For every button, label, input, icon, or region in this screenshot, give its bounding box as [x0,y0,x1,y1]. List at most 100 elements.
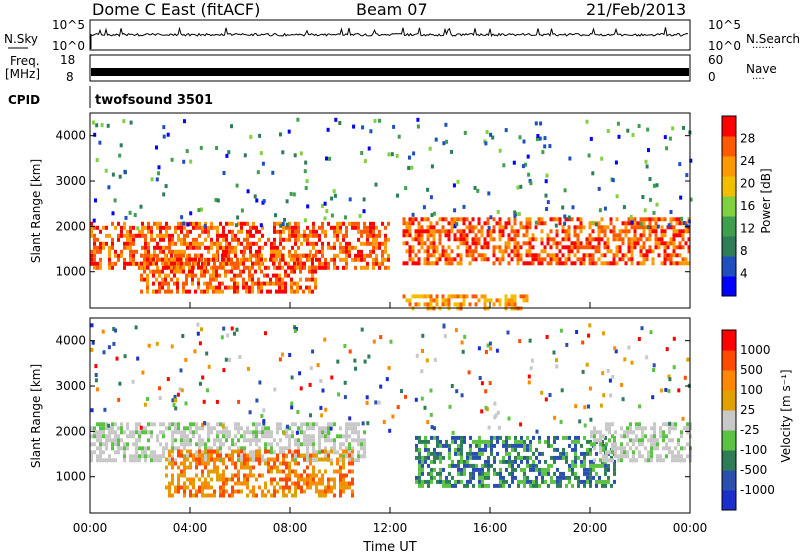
echo-cell [252,458,255,463]
echo-cell [291,253,294,258]
echo-cell [348,442,351,447]
echo-cell [231,477,234,482]
echo-cell [342,454,345,459]
echo-cell [523,443,526,448]
echo-cell-sparse [451,430,455,435]
echo-cell [602,434,605,439]
echo-cell [225,465,228,470]
echo-cell [582,253,586,258]
echo-cell-sparse [583,405,587,410]
echo-cell [255,438,258,443]
echo-cell-sparse [667,388,671,393]
echo-cell [273,257,276,262]
echo-cell [333,481,336,486]
echo-cell [213,442,216,447]
echo-cell [558,241,562,246]
echo-cell [644,434,647,439]
echo-cell [99,442,102,447]
echo-cell [216,473,219,478]
echo-cell [164,281,167,286]
echo-cell [463,463,466,468]
echo-cell [252,438,255,443]
echo-cell [228,493,231,498]
echo-cell [321,457,324,462]
echo-cell [427,439,430,444]
echo-cell [260,269,263,274]
echo-cell [240,241,243,246]
echo-cell-sparse [583,423,587,428]
echo-cell [309,453,312,458]
echo-cell [248,277,251,282]
echo-cell [132,261,135,266]
echo-cell-sparse [304,160,308,165]
echo-cell [484,471,487,476]
echo-cell [237,221,240,226]
echo-cell-sparse [631,133,635,137]
echo-cell [656,442,659,447]
echo-cell [348,221,351,226]
echo-cell [408,225,412,230]
echo-cell [330,225,333,230]
echo-cell [290,289,293,294]
echo-cell-sparse [311,349,315,354]
echo-cell [162,450,165,455]
echo-cell [444,229,448,234]
echo-cell [216,225,219,230]
echo-cell [282,229,285,234]
echo-cell [559,471,562,476]
echo-cell [547,443,550,448]
echo-cell [487,463,490,468]
echo-cell [233,281,236,286]
echo-cell-sparse [681,416,685,421]
echo-cell [279,422,282,427]
echo-cell [177,233,180,238]
echo-cell [462,302,466,307]
echo-cell [585,253,589,258]
ytick-label: 4000 [55,129,86,143]
echo-cell [456,229,460,234]
echo-cell [360,454,363,459]
echo-cell [249,229,252,234]
echo-cell [117,221,120,226]
echo-cell [544,439,547,444]
echo-cell [567,225,571,230]
echo-cell [126,241,129,246]
echo-cell [537,257,541,262]
echo-cell [456,237,460,242]
echo-cell [167,265,170,270]
echo-cell [204,481,207,486]
echo-cell [197,281,200,286]
echo-cell [499,479,502,484]
echo-cell [254,281,257,286]
echo-cell [306,257,309,262]
echo-cell [501,225,505,230]
echo-cell-sparse [170,344,174,349]
echo-cell [249,457,252,462]
echo-cell [647,438,650,443]
echo-cell [620,450,623,455]
echo-cell [445,483,448,488]
echo-cell [586,447,589,452]
echo-cell-sparse [344,215,347,220]
echo-cell [231,249,234,254]
echo-cell [135,458,138,463]
echo-cell [129,253,132,258]
echo-cell [279,426,282,431]
echo-cell [505,443,508,448]
echo-cell-sparse [528,338,532,343]
echo-cell [408,249,412,254]
echo-cell [656,458,659,463]
echo-cell [531,253,535,258]
echo-cell [460,451,463,456]
echo-cell-sparse [198,341,202,346]
echo-cell-sparse [200,207,203,212]
echo-cell [418,463,421,468]
echo-cell [237,438,240,443]
echo-cell [507,217,511,222]
echo-cell [626,430,629,435]
echo-cell [564,237,568,242]
echo-cell [448,443,451,448]
echo-cell [562,475,565,480]
echo-cell [297,225,300,230]
echo-cell [146,265,149,270]
